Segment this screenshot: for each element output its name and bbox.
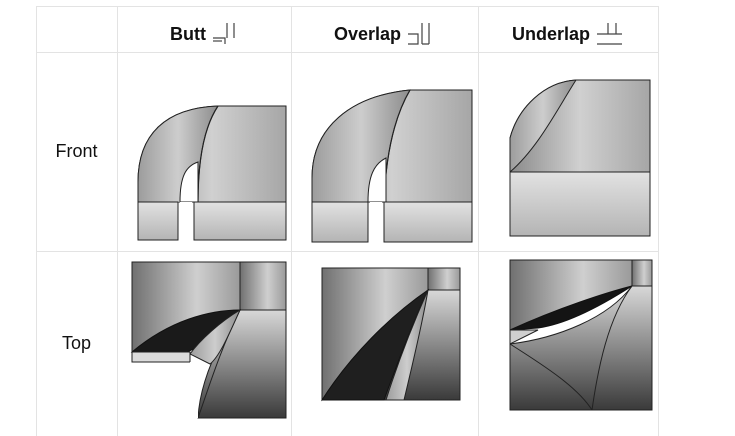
front-overlap-render	[310, 88, 474, 244]
column-header-underlap: Underlap	[478, 20, 658, 48]
row-header-front: Front	[36, 52, 117, 251]
column-label-butt: Butt	[170, 24, 206, 45]
top-underlap-render	[508, 258, 654, 412]
column-label-overlap: Overlap	[334, 24, 401, 45]
front-butt-render	[136, 104, 288, 242]
column-header-butt: Butt	[117, 20, 291, 48]
column-header-overlap: Overlap	[291, 20, 478, 48]
column-label-underlap: Underlap	[512, 24, 590, 45]
underlap-joint-icon	[596, 22, 624, 46]
butt-joint-icon	[212, 22, 238, 46]
row-header-top: Top	[36, 251, 117, 436]
row-label-front: Front	[55, 141, 97, 162]
top-butt-render	[130, 260, 288, 420]
row-label-top: Top	[62, 333, 91, 354]
top-overlap-render	[320, 266, 462, 402]
front-underlap-render	[508, 78, 652, 238]
overlap-joint-icon	[407, 22, 435, 46]
